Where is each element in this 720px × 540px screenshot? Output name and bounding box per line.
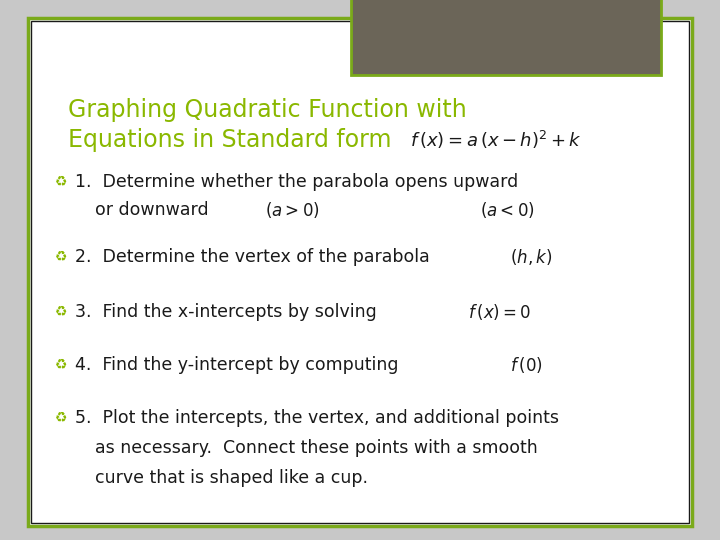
Text: 4.  Find the y-intercept by computing: 4. Find the y-intercept by computing <box>75 356 398 374</box>
Text: curve that is shaped like a cup.: curve that is shaped like a cup. <box>95 469 368 487</box>
Text: Graphing Quadratic Function with: Graphing Quadratic Function with <box>68 98 467 122</box>
Text: $f\,(x)=0$: $f\,(x)=0$ <box>468 302 531 322</box>
Text: ♻: ♻ <box>55 358 68 372</box>
Text: ♻: ♻ <box>55 175 68 189</box>
Text: or downward: or downward <box>95 201 209 219</box>
Text: ♻: ♻ <box>55 250 68 264</box>
Bar <box>351 0 661 75</box>
Text: $f\,(0)$: $f\,(0)$ <box>510 355 543 375</box>
Text: $(a<0)$: $(a<0)$ <box>480 200 535 220</box>
Text: 3.  Find the x-intercepts by solving: 3. Find the x-intercepts by solving <box>75 303 377 321</box>
Text: Equations in Standard form: Equations in Standard form <box>68 128 392 152</box>
Text: $(h,k)$: $(h,k)$ <box>510 247 552 267</box>
Text: ♻: ♻ <box>55 305 68 319</box>
Text: as necessary.  Connect these points with a smooth: as necessary. Connect these points with … <box>95 439 538 457</box>
Text: ♻: ♻ <box>55 411 68 425</box>
Text: $(a>0)$: $(a>0)$ <box>265 200 320 220</box>
Text: 5.  Plot the intercepts, the vertex, and additional points: 5. Plot the intercepts, the vertex, and … <box>75 409 559 427</box>
Text: 1.  Determine whether the parabola opens upward: 1. Determine whether the parabola opens … <box>75 173 518 191</box>
Text: $f\,(x)=a\,(x-h)^{2}+k$: $f\,(x)=a\,(x-h)^{2}+k$ <box>410 129 582 151</box>
Text: 2.  Determine the vertex of the parabola: 2. Determine the vertex of the parabola <box>75 248 430 266</box>
